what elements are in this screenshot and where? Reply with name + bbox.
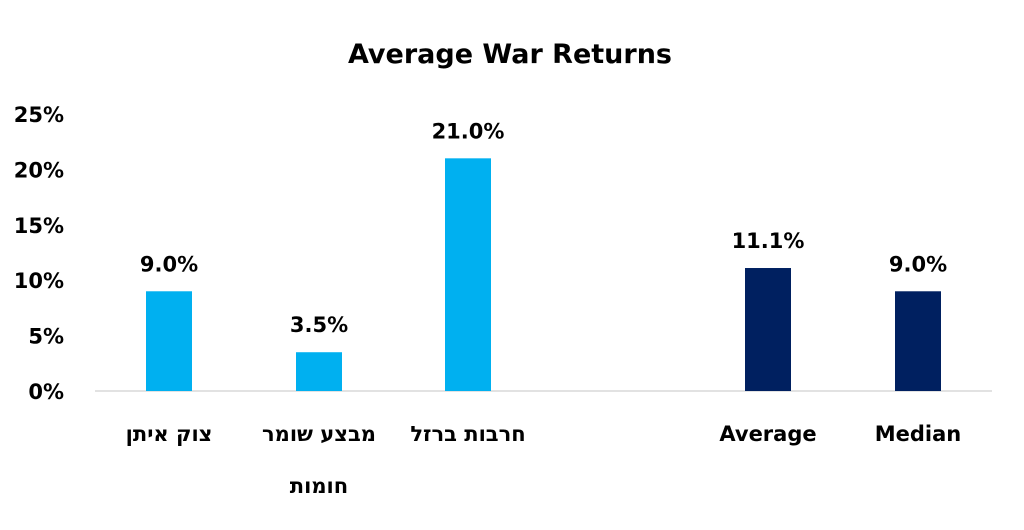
data-label: 11.1% (732, 229, 805, 253)
data-labels-group: 9.0% 3.5% 21.0% 11.1% 9.0% (140, 119, 947, 337)
chart-title: Average War Returns (348, 39, 672, 70)
category-label: Median (875, 422, 962, 446)
bars-group (146, 158, 941, 391)
bar (895, 291, 941, 391)
y-tick-label: 15% (14, 214, 64, 238)
category-label: מבצע שומר (262, 422, 376, 446)
bar (445, 158, 491, 391)
data-label: 9.0% (889, 252, 947, 276)
data-label: 21.0% (432, 119, 505, 143)
bar (146, 291, 192, 391)
bar (296, 352, 342, 391)
category-label: חומות (290, 474, 348, 498)
bar (745, 268, 791, 391)
category-label: צוק איתן (126, 422, 213, 446)
y-tick-label: 20% (14, 158, 64, 182)
category-label: Average (719, 422, 816, 446)
y-tick-label: 25% (14, 103, 64, 127)
category-labels-group: צוק איתן מבצע שומר חומות חרבות ברזל Average M… (126, 422, 962, 498)
y-tick-label: 5% (28, 325, 64, 349)
category-label: חרבות ברזל (410, 422, 525, 446)
y-tick-label: 0% (28, 380, 64, 404)
y-axis-ticks: 0% 5% 10% 15% 20% 25% (14, 103, 64, 404)
data-label: 9.0% (140, 252, 198, 276)
y-tick-label: 10% (14, 269, 64, 293)
data-label: 3.5% (290, 313, 348, 337)
